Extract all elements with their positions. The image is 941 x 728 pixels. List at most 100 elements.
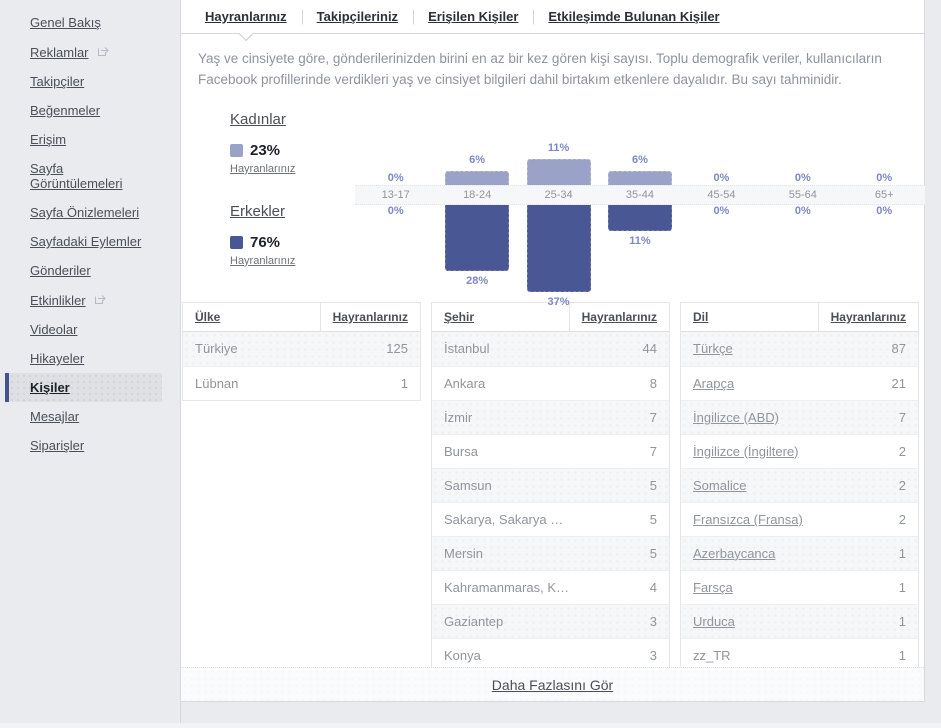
see-more-bar: Daha Fazlasını Gör: [181, 667, 924, 701]
sidebar-item-siparişler[interactable]: Siparişler: [5, 431, 162, 460]
row-value: 5: [649, 545, 657, 561]
see-more-link[interactable]: Daha Fazlasını Gör: [491, 676, 614, 693]
row-value: 21: [891, 375, 906, 391]
men-value-label: 28%: [466, 274, 489, 287]
row-name[interactable]: Farsça: [693, 579, 733, 595]
row-name: Mersin: [444, 545, 484, 561]
legend-men-title[interactable]: Erkekler: [230, 202, 286, 220]
row-name[interactable]: Somalice: [693, 477, 747, 493]
row-name: Samsun: [444, 477, 492, 493]
row-name[interactable]: Arapça: [693, 375, 735, 391]
page-background: [925, 0, 941, 728]
sidebar-item-erişim[interactable]: Erişim: [5, 125, 162, 154]
men-value-label: 37%: [547, 295, 570, 308]
women-value-label: 0%: [713, 171, 730, 184]
row-value: 1: [898, 613, 906, 629]
men-bar: [445, 204, 510, 271]
men-value-label: 0%: [387, 204, 404, 217]
sidebar-item-kişiler[interactable]: Kişiler: [5, 373, 162, 402]
sidebar-item-sayfadaki-eylemler[interactable]: Sayfadaki Eylemler: [5, 227, 162, 256]
row-value: 7: [649, 443, 657, 459]
row-value: 3: [649, 613, 657, 629]
row-name[interactable]: İngilizce (ABD): [693, 409, 779, 425]
table-row: Fransızca (Fransa) 2: [681, 501, 918, 536]
sidebar-item-label: Erişim: [30, 132, 67, 147]
table-header-name[interactable]: Dil: [693, 309, 709, 324]
age-tick-label: 45-54: [707, 188, 736, 201]
legend-men: Erkekler 76% Hayranlarınız: [230, 203, 355, 269]
tab-takipçileriniz[interactable]: Takipçileriniz: [302, 0, 413, 33]
men-bar: [607, 204, 672, 231]
sidebar-item-videolar[interactable]: Videolar: [5, 315, 162, 344]
table-ülke: Ülke Hayranlarınız Türkiye 125 Lübnan 1: [182, 301, 421, 401]
table-header-value[interactable]: Hayranlarınız: [581, 309, 657, 324]
table-row: Arapça 21: [681, 365, 918, 400]
age-axis-cell: 45-54: [681, 185, 762, 205]
table-row: Konya 3: [432, 637, 669, 667]
sidebar-item-reklamlar[interactable]: Reklamlar: [5, 37, 162, 67]
table-header-name[interactable]: Şehir: [444, 309, 475, 324]
sidebar-item-label: Sayfa Görüntülemeleri: [30, 161, 123, 191]
table-header-name[interactable]: Ülke: [195, 309, 221, 324]
table-row: İngilizce (ABD) 7: [681, 399, 918, 434]
table-header-value[interactable]: Hayranlarınız: [830, 309, 906, 324]
table-row: Kahramanmaras, Kahr… 4: [432, 569, 669, 604]
row-name: İstanbul: [444, 341, 490, 357]
age-tick-label: 25-34: [544, 188, 573, 201]
women-bar-area: 0%: [355, 101, 436, 185]
row-name[interactable]: İngilizce (İngiltere): [693, 443, 799, 459]
sidebar-item-gönderiler[interactable]: Gönderiler: [5, 256, 162, 285]
row-name: Kahramanmaras, Kahr…: [444, 579, 569, 595]
table-row: Samsun 5: [432, 467, 669, 502]
age-gender-chart-plot: 0% 13-17 0% 6% 18-24 28% 11% 25-34 37% 6% 35-44 11%…: [355, 101, 925, 308]
men-bar: [526, 204, 591, 292]
sidebar-item-beğenmeler[interactable]: Beğenmeler: [5, 96, 162, 125]
sidebar-item-label: Gönderiler: [30, 263, 91, 278]
men-bar-area: 28%: [436, 204, 517, 301]
tab-hayranlarınız[interactable]: Hayranlarınız: [190, 0, 302, 33]
sidebar-item-genel-bakış[interactable]: Genel Bakış: [5, 8, 162, 37]
chart-column-55-64: 0% 55-64 0%: [762, 101, 843, 301]
women-bar: [445, 170, 510, 185]
table-row: Sakarya, Sakarya Prov… 5: [432, 501, 669, 536]
women-share-caption[interactable]: Hayranlarınız: [230, 162, 296, 175]
row-value: 1: [400, 375, 408, 391]
table-row: İzmir 7: [432, 399, 669, 434]
row-name[interactable]: Türkçe: [693, 341, 733, 357]
table-row: İngilizce (İngiltere) 2: [681, 433, 918, 468]
table-row: Urduca 1: [681, 603, 918, 638]
row-name: zz_TR: [693, 647, 731, 663]
sidebar-item-sayfa-önizlemeleri[interactable]: Sayfa Önizlemeleri: [5, 198, 162, 227]
tab-erişilen-kişiler[interactable]: Erişilen Kişiler: [413, 0, 533, 33]
table-header-value-cell: Hayranlarınız: [569, 302, 669, 331]
table-row: Farsça 1: [681, 569, 918, 604]
women-bar-area: 6%: [436, 101, 517, 185]
row-name[interactable]: Urduca: [693, 613, 735, 629]
sidebar-item-label: Sayfa Önizlemeleri: [30, 205, 140, 220]
sidebar-item-sayfa-görüntülemeleri[interactable]: Sayfa Görüntülemeleri: [5, 154, 162, 198]
tab-etkileşimde-bulunan-kişiler[interactable]: Etkileşimde Bulunan Kişiler: [533, 0, 734, 33]
men-bar-area: 0%: [355, 205, 436, 301]
row-name[interactable]: Azerbaycanca: [693, 545, 776, 561]
external-link-icon: [94, 293, 106, 308]
sidebar-item-etkinlikler[interactable]: Etkinlikler: [5, 285, 162, 315]
men-value-label: 0%: [713, 204, 730, 217]
men-swatch-icon: [230, 235, 243, 249]
men-share-caption[interactable]: Hayranlarınız: [230, 254, 296, 267]
table-row: İstanbul 44: [432, 331, 669, 366]
sidebar-item-mesajlar[interactable]: Mesajlar: [5, 402, 162, 431]
age-axis-cell: 25-34: [518, 185, 599, 205]
sidebar-item-hikayeler[interactable]: Hikayeler: [5, 344, 162, 373]
sidebar-item-label: Beğenmeler: [30, 103, 101, 118]
demographics-tables: Ülke Hayranlarınız Türkiye 125 Lübnan 1 Şehir H…: [181, 301, 924, 667]
row-name[interactable]: Fransızca (Fransa): [693, 511, 803, 527]
women-swatch-icon: [230, 143, 243, 157]
row-value: 1: [898, 545, 906, 561]
legend-women-title[interactable]: Kadınlar: [230, 110, 286, 128]
women-bar: [607, 170, 672, 185]
women-bar: [526, 158, 591, 185]
table-header-value[interactable]: Hayranlarınız: [332, 309, 408, 324]
sidebar-item-label: Etkinlikler: [30, 292, 86, 308]
sidebar-item-takipçiler[interactable]: Takipçiler: [5, 67, 162, 96]
women-value-label: 0%: [387, 171, 404, 184]
